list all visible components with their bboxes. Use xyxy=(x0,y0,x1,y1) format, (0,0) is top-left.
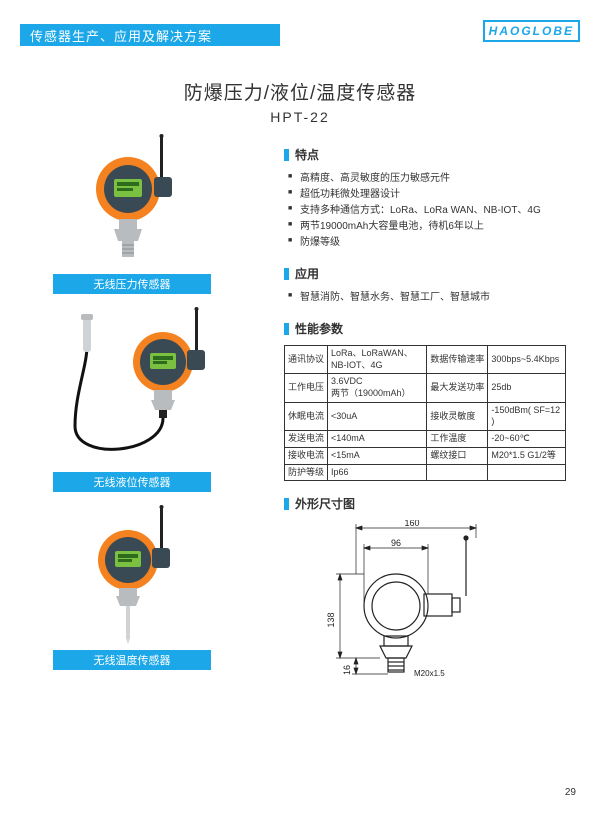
product-pressure: 无线压力传感器 xyxy=(42,128,222,294)
cell: <140mA xyxy=(328,431,427,448)
table-row: 接收电流 <15mA 螺纹接口 M20*1.5 G1/2等 xyxy=(285,447,566,464)
section-specs-title: 性能参数 xyxy=(295,320,343,337)
feature-item: 支持多种通信方式：LoRa、LoRa WAN、NB-IOT、4G xyxy=(288,203,578,219)
cell: 300bps~5.4Kbps xyxy=(488,346,566,374)
table-row: 防护等级 Ip66 xyxy=(285,464,566,481)
table-row: 工作电压 3.6VDC 两节（19000mAh） 最大发送功率 25db xyxy=(285,374,566,402)
product-pressure-image xyxy=(52,128,212,268)
cell: -150dBm( SF=12 ) xyxy=(488,402,566,430)
cell: 最大发送功率 xyxy=(427,374,488,402)
section-apps-head: 应用 xyxy=(284,265,578,282)
spec-table: 通讯协议 LoRa、LoRaWAN、NB-IOT、4G 数据传输速率 300bp… xyxy=(284,345,566,481)
cell: -20~60℃ xyxy=(488,431,566,448)
applications-list: 智慧消防、智慧水务、智慧工厂、智慧城市 xyxy=(288,290,578,306)
section-dims-title: 外形尺寸图 xyxy=(295,495,355,512)
section-tick-icon xyxy=(284,498,289,510)
title-model: HPT-22 xyxy=(0,109,600,125)
features-list: 高精度、高灵敏度的压力敏感元件 超低功耗微处理器设计 支持多种通信方式：LoRa… xyxy=(288,171,578,251)
cell: 工作温度 xyxy=(427,431,488,448)
brand-logo: HAOGLOBE xyxy=(483,20,580,42)
product-temperature-image xyxy=(52,504,212,644)
section-specs-head: 性能参数 xyxy=(284,320,578,337)
cell: 休眠电流 xyxy=(285,402,328,430)
cell xyxy=(427,464,488,481)
feature-item: 两节19000mAh大容量电池，待机6年以上 xyxy=(288,219,578,235)
product-level-label: 无线液位传感器 xyxy=(53,472,211,492)
dim-160: 160 xyxy=(404,520,419,528)
table-row: 发送电流 <140mA 工作温度 -20~60℃ xyxy=(285,431,566,448)
section-tick-icon xyxy=(284,268,289,280)
product-temperature-label: 无线温度传感器 xyxy=(53,650,211,670)
cell: 螺纹接口 xyxy=(427,447,488,464)
application-item: 智慧消防、智慧水务、智慧工厂、智慧城市 xyxy=(288,290,578,306)
header-bar-text: 传感器生产、应用及解决方案 xyxy=(30,26,212,45)
cell: <15mA xyxy=(328,447,427,464)
table-row: 通讯协议 LoRa、LoRaWAN、NB-IOT、4G 数据传输速率 300bp… xyxy=(285,346,566,374)
page-title: 防爆压力/液位/温度传感器 HPT-22 xyxy=(0,78,600,125)
product-temperature: 无线温度传感器 xyxy=(42,504,222,670)
cell xyxy=(488,464,566,481)
section-features-title: 特点 xyxy=(295,146,319,163)
cell: 发送电流 xyxy=(285,431,328,448)
cell: 25db xyxy=(488,374,566,402)
table-row: 休眠电流 <30uA 接收灵敏度 -150dBm( SF=12 ) xyxy=(285,402,566,430)
cell: LoRa、LoRaWAN、NB-IOT、4G xyxy=(328,346,427,374)
content-column: 特点 高精度、高灵敏度的压力敏感元件 超低功耗微处理器设计 支持多种通信方式：L… xyxy=(284,146,578,690)
cell: 接收电流 xyxy=(285,447,328,464)
product-column: 无线压力传感器 xyxy=(42,128,222,670)
section-tick-icon xyxy=(284,323,289,335)
product-pressure-label: 无线压力传感器 xyxy=(53,274,211,294)
dimension-drawing: 160 96 138 16 M20x1.5 xyxy=(284,520,494,690)
header-bar: 传感器生产、应用及解决方案 xyxy=(20,24,280,46)
section-tick-icon xyxy=(284,149,289,161)
title-main: 防爆压力/液位/温度传感器 xyxy=(0,78,600,105)
feature-item: 超低功耗微处理器设计 xyxy=(288,187,578,203)
feature-item: 高精度、高灵敏度的压力敏感元件 xyxy=(288,171,578,187)
section-apps-title: 应用 xyxy=(295,265,319,282)
dim-16: 16 xyxy=(342,665,352,675)
cell: 通讯协议 xyxy=(285,346,328,374)
cell: <30uA xyxy=(328,402,427,430)
dim-96: 96 xyxy=(391,538,401,548)
cell: 接收灵敏度 xyxy=(427,402,488,430)
product-level: 无线液位传感器 xyxy=(42,306,222,492)
page-number: 29 xyxy=(565,787,576,798)
section-dims-head: 外形尺寸图 xyxy=(284,495,578,512)
feature-item: 防爆等级 xyxy=(288,235,578,251)
dim-thread: M20x1.5 xyxy=(414,669,445,678)
cell: 数据传输速率 xyxy=(427,346,488,374)
dim-138: 138 xyxy=(326,613,336,628)
section-features-head: 特点 xyxy=(284,146,578,163)
product-level-image xyxy=(52,306,212,466)
cell: Ip66 xyxy=(328,464,427,481)
cell: 防护等级 xyxy=(285,464,328,481)
cell: 3.6VDC 两节（19000mAh） xyxy=(328,374,427,402)
cell: 工作电压 xyxy=(285,374,328,402)
cell: M20*1.5 G1/2等 xyxy=(488,447,566,464)
